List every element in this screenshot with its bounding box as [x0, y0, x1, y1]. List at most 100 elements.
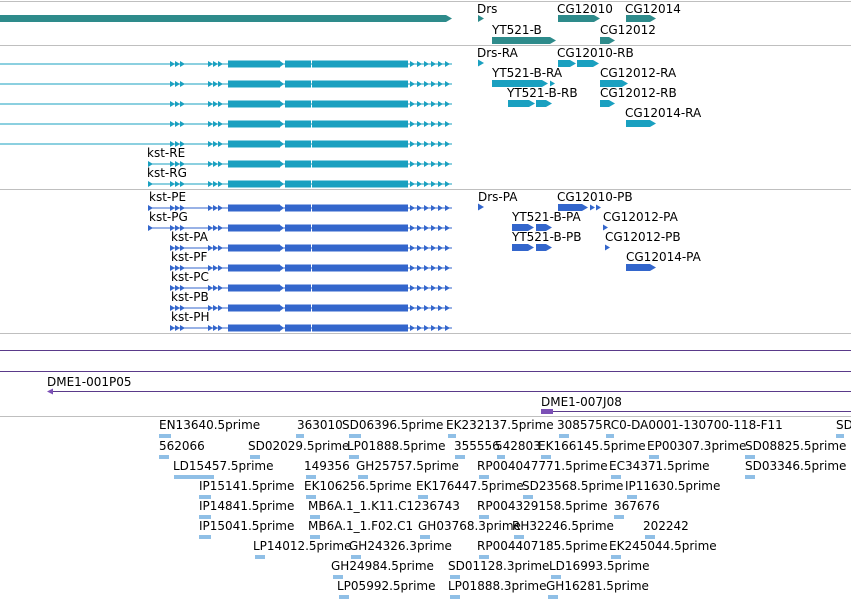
cds-kst-3-exon[interactable]: [170, 305, 175, 311]
mrna-kst-rg-exon[interactable]: [410, 181, 415, 187]
mrna-kst-1-exon[interactable]: [218, 81, 223, 87]
est-glyph[interactable]: [310, 515, 320, 519]
mrna-kst-2-exon[interactable]: [208, 101, 213, 107]
cds-kst-0-exon[interactable]: [280, 245, 284, 251]
est-glyph[interactable]: [333, 575, 343, 579]
cds-kst-1-exon[interactable]: [170, 265, 175, 271]
cds-kst-pe-exon[interactable]: [424, 205, 429, 211]
mrna-yt521b-rb[interactable]: [536, 100, 552, 107]
mrna-kst-2-exon[interactable]: [213, 101, 218, 107]
mrna-kst-2-exon[interactable]: [180, 101, 185, 107]
est-glyph[interactable]: [418, 495, 428, 499]
cds-kst-0-exon[interactable]: [170, 245, 175, 251]
est-glyph[interactable]: [606, 434, 614, 438]
mrna-kst-1-exon[interactable]: [438, 81, 443, 87]
gene-track[interactable]: [0, 15, 656, 44]
mrna-kst-2-exon[interactable]: [431, 101, 436, 107]
mrna-kst-4-exon[interactable]: [424, 141, 429, 147]
cds-kst-4-exon[interactable]: [218, 325, 223, 331]
cds-kst-pe-exon[interactable]: [431, 205, 436, 211]
mrna-kst-4-exon[interactable]: [417, 141, 422, 147]
mrna-kst-rg-exon[interactable]: [208, 181, 213, 187]
mrna-kst-2-exon[interactable]: [228, 100, 280, 108]
mrna-kst-0-exon[interactable]: [170, 61, 175, 67]
cds-kst-4-exon[interactable]: [438, 325, 443, 331]
mrna-kst-2-exon[interactable]: [285, 100, 311, 108]
mrna-kst-1-exon[interactable]: [312, 80, 408, 88]
cds-kst-0-exon[interactable]: [424, 245, 429, 251]
mrna-kst-3-exon[interactable]: [424, 121, 429, 127]
cds-kst-1-exon[interactable]: [218, 265, 223, 271]
est-glyph[interactable]: [199, 515, 211, 519]
est-glyph[interactable]: [479, 475, 489, 479]
cds-kst-1-exon[interactable]: [175, 265, 180, 271]
gene-bar-kst[interactable]: [0, 15, 452, 22]
est-glyph[interactable]: [255, 555, 265, 559]
cds-kst-1-exon[interactable]: [445, 265, 450, 271]
mrna-cg12010-rb[interactable]: [577, 60, 599, 67]
est-glyph[interactable]: [611, 555, 621, 559]
mrna-kst-1-exon[interactable]: [213, 81, 218, 87]
cds-kst-1-exon[interactable]: [280, 265, 284, 271]
mrna-kst-re-exon[interactable]: [445, 161, 450, 167]
cds-yt521b-pb[interactable]: [512, 244, 534, 251]
cds-kst-3-exon[interactable]: [218, 305, 223, 311]
mrna-kst-rg-exon[interactable]: [445, 181, 450, 187]
est-glyph[interactable]: [349, 434, 361, 438]
cds-kst-3-exon[interactable]: [208, 305, 213, 311]
mrna-kst-3-exon[interactable]: [170, 121, 175, 127]
cds-kst-1-exon[interactable]: [431, 265, 436, 271]
cds-kst-2-exon[interactable]: [285, 284, 311, 292]
cds-kst-pe-exon[interactable]: [410, 205, 415, 211]
mrna-kst-2-exon[interactable]: [410, 101, 415, 107]
cds-kst-pg-exon[interactable]: [424, 225, 429, 231]
cds-kst-2-exon[interactable]: [213, 285, 218, 291]
mrna-kst-re-exon[interactable]: [417, 161, 422, 167]
mrna-kst-re-exon[interactable]: [228, 160, 280, 168]
cds-kst-0-exon[interactable]: [218, 245, 223, 251]
mrna-kst-3-exon[interactable]: [410, 121, 415, 127]
cds-kst-3-exon[interactable]: [424, 305, 429, 311]
cds-kst-4-exon[interactable]: [312, 324, 408, 332]
mrna-kst-2-exon[interactable]: [312, 100, 408, 108]
mrna-kst-0-exon[interactable]: [280, 61, 284, 67]
cds-kst-4-exon[interactable]: [417, 325, 422, 331]
mrna-kst-4-exon[interactable]: [285, 140, 311, 148]
est-glyph[interactable]: [358, 475, 368, 479]
cds-kst-0-exon[interactable]: [213, 245, 218, 251]
cds-kst-3-exon[interactable]: [312, 304, 408, 312]
cds-kst-2-exon[interactable]: [445, 285, 450, 291]
mrna-kst-3-exon[interactable]: [175, 121, 180, 127]
mrna-kst-2-exon[interactable]: [417, 101, 422, 107]
mrna-kst-rg-exon[interactable]: [213, 181, 218, 187]
cds-kst-pg-start[interactable]: [148, 225, 153, 231]
cds-kst-0-exon[interactable]: [410, 245, 415, 251]
cds-kst-1-exon[interactable]: [410, 265, 415, 271]
mrna-kst-3-exon[interactable]: [180, 121, 185, 127]
cds-kst-2-exon[interactable]: [438, 285, 443, 291]
mrna-kst-3-exon[interactable]: [417, 121, 422, 127]
cds-kst-pe-exon[interactable]: [228, 204, 280, 212]
mrna-kst-rg-exon[interactable]: [438, 181, 443, 187]
cds-kst-2-exon[interactable]: [424, 285, 429, 291]
est-glyph[interactable]: [306, 495, 316, 499]
mrna-kst-re-exon[interactable]: [285, 160, 311, 168]
cds-kst-1-exon[interactable]: [208, 265, 213, 271]
mrna-kst-4-exon[interactable]: [431, 141, 436, 147]
mrna-kst-2-exon[interactable]: [438, 101, 443, 107]
clone-dme1-001p05-end[interactable]: [47, 388, 53, 395]
cds-kst-3-exon[interactable]: [285, 304, 311, 312]
est-glyph[interactable]: [455, 455, 465, 459]
mrna-kst-0-exon[interactable]: [312, 60, 408, 68]
cds-yt521b-pb[interactable]: [536, 244, 552, 251]
cds-kst-1-exon[interactable]: [424, 265, 429, 271]
mrna-kst-3-exon[interactable]: [312, 120, 408, 128]
cds-cg12012-pb[interactable]: [605, 244, 610, 251]
cds-kst-pg-exon[interactable]: [417, 225, 422, 231]
est-glyph[interactable]: [174, 475, 214, 479]
cds-kst-2-exon[interactable]: [175, 285, 180, 291]
est-glyph[interactable]: [745, 475, 755, 479]
cds-kst-4-exon[interactable]: [285, 324, 311, 332]
est-glyph[interactable]: [351, 555, 361, 559]
